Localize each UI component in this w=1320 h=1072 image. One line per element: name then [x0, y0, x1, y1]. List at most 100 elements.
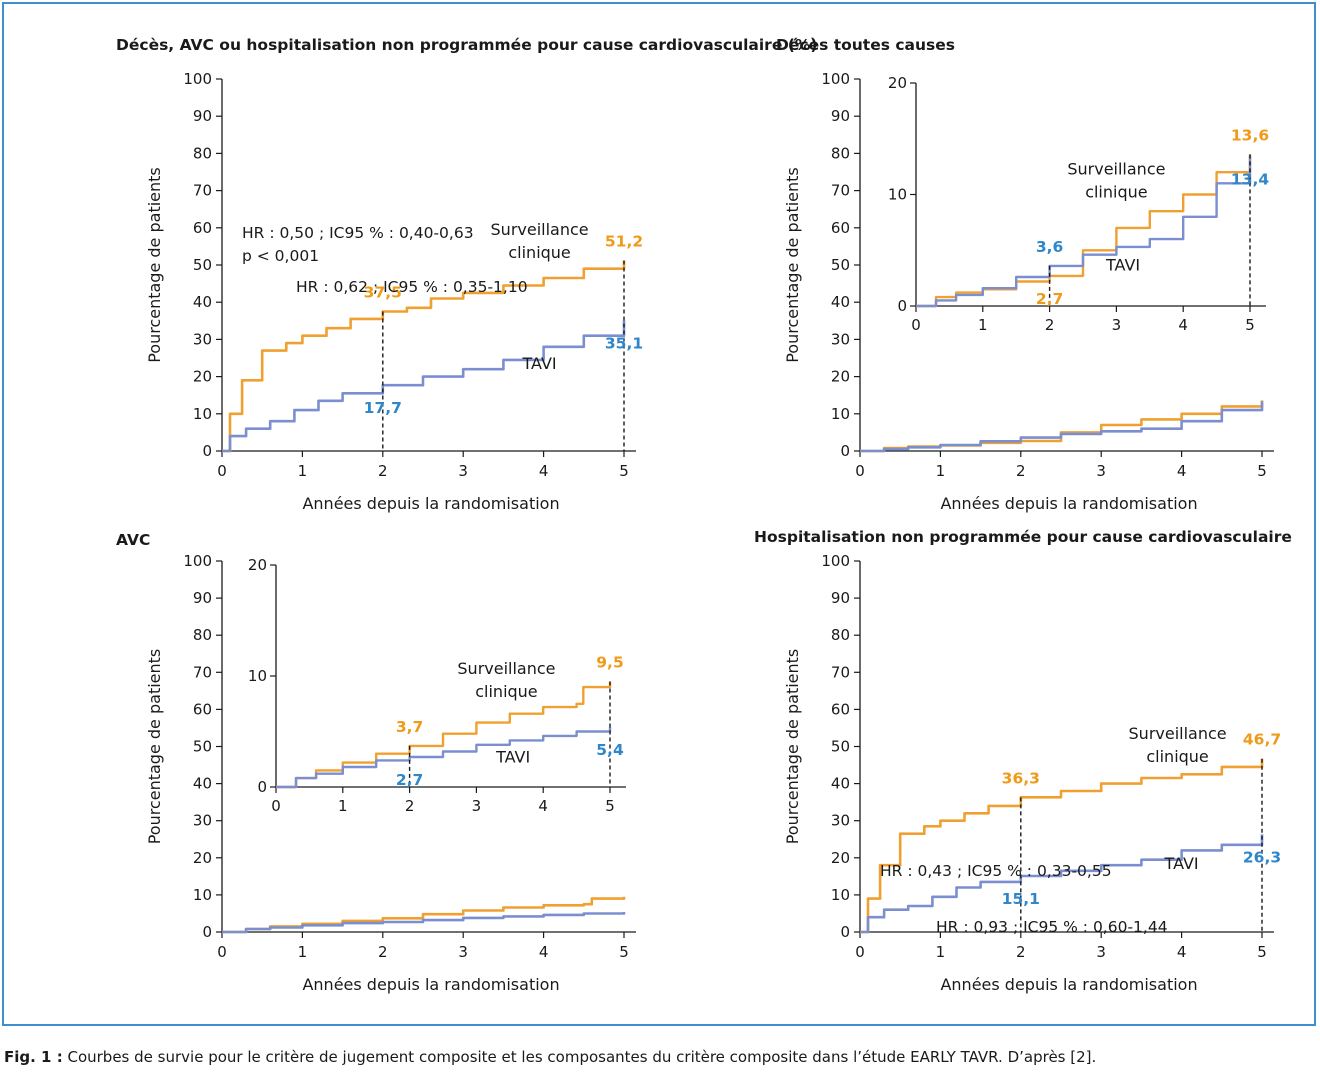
y-tick-label: 80 [193, 626, 212, 644]
y-tick-label: 0 [840, 923, 850, 941]
x-tick-label: 4 [539, 943, 549, 961]
y-tick-label: 100 [821, 552, 850, 570]
y-tick-label: 40 [193, 775, 212, 793]
x-tick-label: 3 [458, 462, 468, 480]
data-label-surveillance: 13,6 [1231, 126, 1269, 144]
x-tick-label: 1 [936, 462, 946, 480]
data-label-tavi: 35,1 [605, 334, 643, 352]
inset-y-tick-label: 0 [897, 297, 907, 315]
y-axis-label: Pourcentage de patients [145, 649, 164, 845]
group-label-tavi: TAVI [522, 354, 557, 373]
inset-series-line-surveillance [276, 681, 612, 789]
inset-series-line-tavi [916, 156, 1252, 308]
chart-title: Hospitalisation non programmée pour caus… [754, 528, 1292, 546]
y-tick-label: 70 [193, 182, 212, 200]
stats-text: HR : 0,93 ; IC95 % : 0,60-1,44 [936, 918, 1168, 936]
inset-y-tick-label: 20 [248, 556, 267, 574]
data-label-surveillance: 3,7 [396, 718, 423, 736]
series-line-tavi [222, 912, 626, 934]
y-tick-label: 0 [202, 442, 212, 460]
inset-y-tick-label: 20 [888, 74, 907, 92]
group-label-tavi: TAVI [1164, 854, 1199, 873]
group-label-surveillance: clinique [1146, 747, 1208, 766]
y-axis-label: Pourcentage de patients [783, 649, 802, 845]
x-axis-label: Années depuis la randomisation [940, 494, 1197, 513]
y-tick-label: 50 [831, 256, 850, 274]
y-tick-label: 90 [831, 589, 850, 607]
y-tick-label: 90 [193, 589, 212, 607]
y-tick-label: 20 [193, 849, 212, 867]
data-label-tavi: 13,4 [1231, 171, 1269, 189]
inset-x-tick-label: 5 [1245, 316, 1255, 334]
y-tick-label: 50 [193, 256, 212, 274]
data-label-surveillance: 2,7 [1036, 290, 1063, 308]
chart-composite: Décès, AVC ou hospitalisation non progra… [116, 36, 817, 513]
y-tick-label: 30 [193, 330, 212, 348]
y-tick-label: 0 [202, 923, 212, 941]
y-tick-label: 50 [831, 738, 850, 756]
chart-title: Décès, AVC ou hospitalisation non progra… [116, 36, 817, 54]
x-tick-label: 4 [1177, 462, 1187, 480]
y-tick-label: 0 [840, 442, 850, 460]
x-tick-label: 4 [1177, 943, 1187, 961]
inset-x-tick-label: 3 [1112, 316, 1122, 334]
x-tick-label: 1 [936, 943, 946, 961]
y-tick-label: 60 [831, 219, 850, 237]
y-tick-label: 40 [831, 775, 850, 793]
x-tick-label: 3 [458, 943, 468, 961]
chart-deces: Décès toutes causes010203040506070809010… [776, 36, 1274, 936]
y-tick-label: 90 [193, 107, 212, 125]
data-label-tavi: 2,7 [396, 771, 423, 789]
chart-title: AVC [116, 531, 150, 549]
x-tick-label: 3 [1096, 943, 1106, 961]
y-tick-label: 60 [831, 700, 850, 718]
y-tick-label: 80 [831, 144, 850, 162]
y-tick-label: 80 [193, 144, 212, 162]
stats-text: HR : 0,43 ; IC95 % : 0,33-0,55 [880, 862, 1112, 880]
inset-y-tick-label: 10 [888, 186, 907, 204]
x-axis-label: Années depuis la randomisation [302, 975, 559, 994]
chart-hospitalisation: Hospitalisation non programmée pour caus… [754, 528, 1292, 994]
y-tick-label: 10 [193, 405, 212, 423]
inset-x-tick-label: 4 [538, 797, 548, 815]
inset-y-tick-label: 10 [248, 667, 267, 685]
y-tick-label: 100 [183, 552, 212, 570]
y-tick-label: 70 [193, 663, 212, 681]
group-label-tavi: TAVI [1105, 255, 1140, 274]
data-label-surveillance: 37,5 [364, 284, 402, 302]
x-axis-label: Années depuis la randomisation [940, 975, 1197, 994]
y-tick-label: 10 [193, 886, 212, 904]
inset-deces: 0 10 20 0 1 2 3 4 5 HR : 0,93 ; IC95 % : 0,60-1,4… [888, 74, 1269, 936]
data-label-surveillance: 9,5 [596, 654, 623, 672]
x-tick-label: 2 [1016, 943, 1026, 961]
inset-x-tick-label: 2 [1045, 316, 1055, 334]
x-tick-label: 0 [217, 462, 227, 480]
group-label-surveillance: Surveillance [457, 659, 555, 678]
inset-x-tick-label: 0 [911, 316, 921, 334]
x-tick-label: 0 [855, 943, 865, 961]
x-tick-label: 3 [1096, 462, 1106, 480]
y-axis-label: Pourcentage de patients [145, 167, 164, 363]
stats-text: p < 0,001 [242, 247, 319, 265]
group-label-surveillance: clinique [508, 243, 570, 262]
stats-text: HR : 0,50 ; IC95 % : 0,40-0,63 [242, 224, 474, 242]
y-tick-label: 70 [831, 663, 850, 681]
inset-x-tick-label: 3 [472, 797, 482, 815]
group-label-surveillance: Surveillance [1067, 159, 1165, 178]
data-label-surveillance: 51,2 [605, 233, 643, 251]
caption-text: Courbes de survie pour le critère de jug… [62, 1048, 1097, 1066]
data-label-tavi: 26,3 [1243, 848, 1281, 866]
x-tick-label: 4 [539, 462, 549, 480]
y-axis-label: Pourcentage de patients [783, 167, 802, 363]
series-line-tavi [860, 401, 1264, 453]
data-label-surveillance: 46,7 [1243, 731, 1281, 749]
y-tick-label: 50 [193, 738, 212, 756]
inset-x-tick-label: 1 [978, 316, 988, 334]
x-tick-label: 0 [217, 943, 227, 961]
x-tick-label: 2 [1016, 462, 1026, 480]
inset-x-tick-label: 4 [1178, 316, 1188, 334]
y-tick-label: 30 [831, 330, 850, 348]
inset-y-tick-label: 0 [257, 778, 267, 796]
y-tick-label: 70 [831, 182, 850, 200]
